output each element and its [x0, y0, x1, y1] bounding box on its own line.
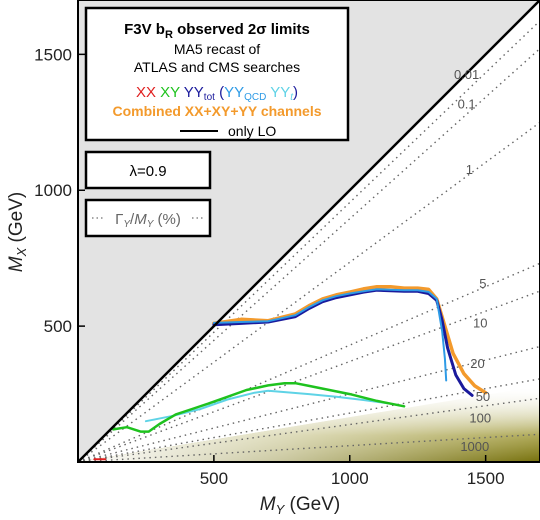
legend-line3: ATLAS and CMS searches: [134, 59, 300, 75]
lambda-box: λ=0.9: [84, 150, 212, 190]
y-ticks: 500 1000 1500: [34, 45, 85, 336]
x-tick-label: 500: [200, 469, 228, 488]
width-contour-0: [78, 20, 540, 462]
x-axis-title: MY (GeV): [260, 494, 340, 517]
width-contour-label: 10: [473, 315, 487, 330]
width-contour-label: 0.1: [458, 97, 476, 112]
plot-frame: [77, 0, 540, 463]
width-contour-2: [78, 121, 540, 462]
series-line-4: [112, 381, 406, 433]
width-band-fade: [78, 385, 540, 462]
width-contour-label: 0.01: [454, 67, 479, 82]
width-contour-label: 1000: [460, 439, 489, 454]
width-contour-7: [78, 397, 540, 462]
width-contour-label: 20: [470, 356, 484, 371]
legend-channels: XX XY YYtot (YYQCD YYt): [136, 84, 298, 103]
width-contours: [78, 20, 540, 462]
legend-combined: Combined XX+XY+YY channels: [112, 103, 321, 119]
width-legend-box: ΓY/MY (%): [84, 198, 212, 238]
y-tick-label: 1500: [34, 45, 72, 64]
width-contour-label: 100: [469, 411, 491, 426]
series-line-2: [212, 288, 448, 382]
legend-lo-label: only LO: [228, 123, 276, 139]
y-axis-title: MX (GeV): [6, 192, 29, 272]
series-layer: [93, 284, 488, 461]
width-contour-8: [78, 433, 540, 462]
width-contour-6: [78, 378, 540, 462]
legend-title: F3V bR observed 2σ limits: [124, 21, 310, 41]
width-contour-3: [78, 262, 540, 462]
lambda-label: λ=0.9: [129, 163, 166, 180]
width-legend-label: ΓY/MY (%): [115, 211, 181, 230]
series-line-0: [212, 284, 488, 395]
legend-line2: MA5 recast of: [174, 41, 260, 57]
y-tick-label: 500: [44, 317, 72, 336]
width-contour-label: 5: [479, 276, 486, 291]
series-line-3: [144, 389, 392, 423]
diagonal-line: [78, 0, 540, 462]
x-tick-label: 1000: [331, 469, 369, 488]
x-tick-label: 1500: [467, 469, 505, 488]
width-contour-label: 50: [476, 389, 490, 404]
x-ticks: 500 1000 1500: [200, 455, 505, 488]
width-contour-label: 1: [466, 162, 473, 177]
series-line-1: [212, 288, 474, 397]
y-tick-label: 1000: [34, 181, 72, 200]
legend: F3V bR observed 2σ limits MA5 recast of …: [84, 6, 350, 142]
contour-labels: 0.01 0.1 1 5 10 20 50 100 1000: [454, 67, 491, 454]
width-contour-5: [78, 345, 540, 462]
